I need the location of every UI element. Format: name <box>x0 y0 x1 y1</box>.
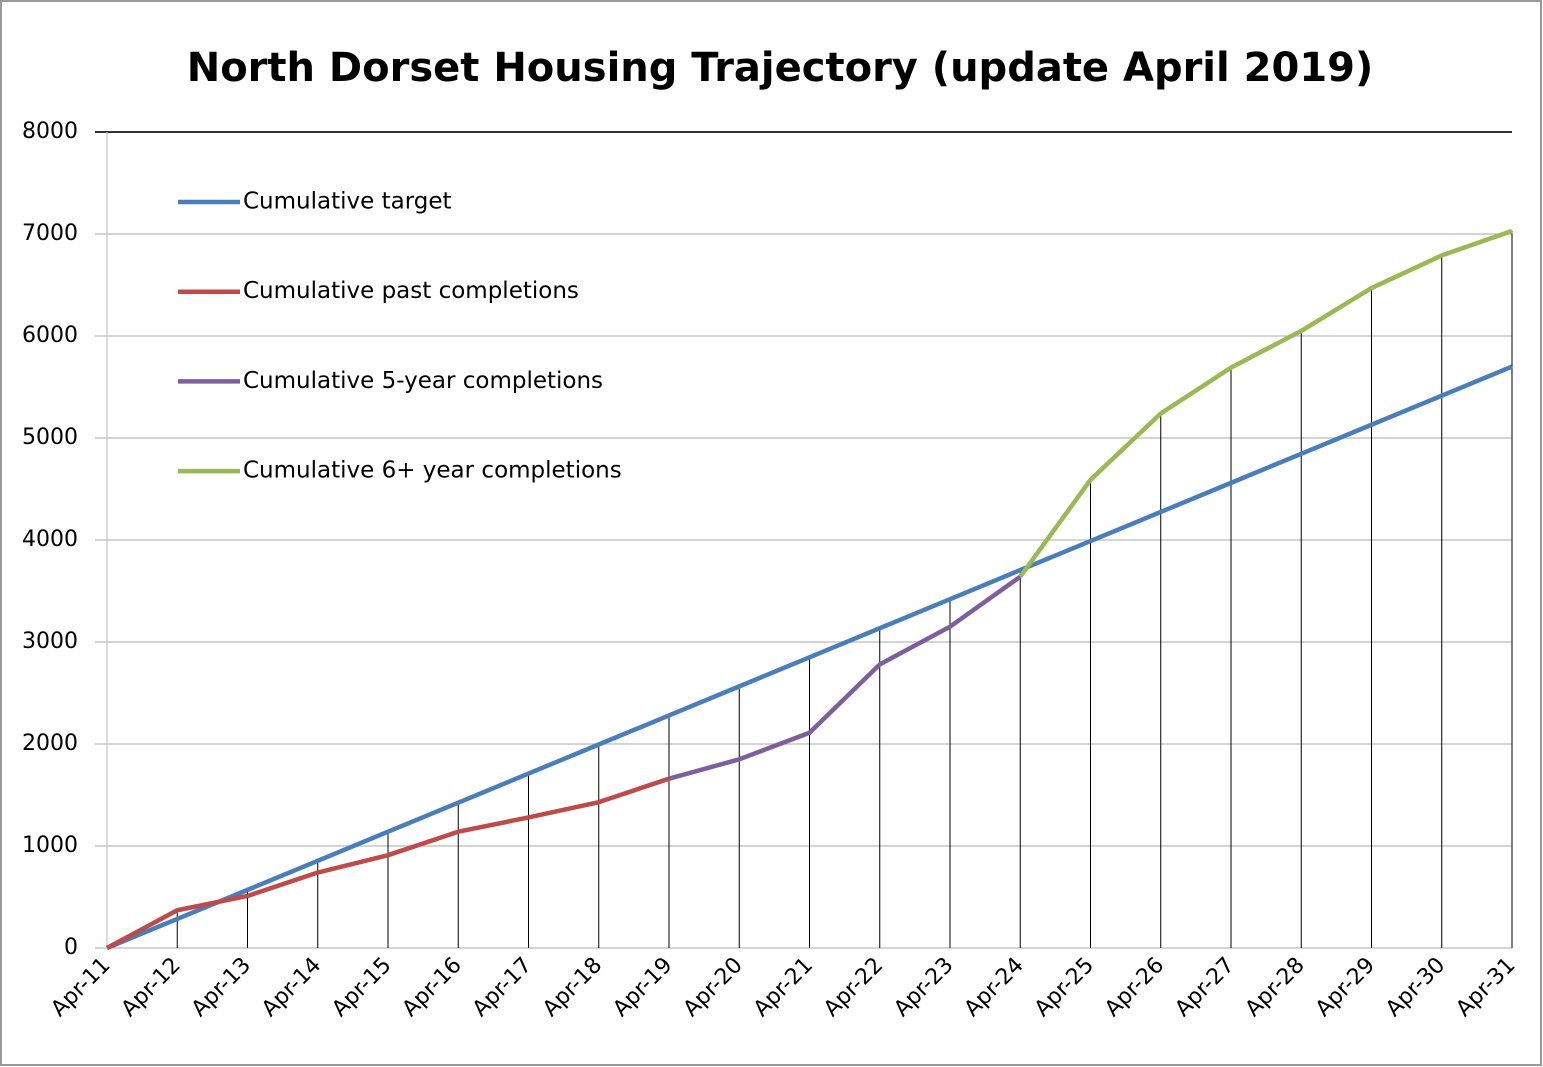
chart-title: North Dorset Housing Trajectory (update … <box>187 45 1374 91</box>
y-tick-label: 2000 <box>22 731 78 756</box>
y-tick-label: 7000 <box>22 221 78 246</box>
y-tick-label: 1000 <box>22 833 78 858</box>
legend-label: Cumulative 6+ year completions <box>243 458 622 484</box>
y-tick-label: 3000 <box>22 629 78 654</box>
series-line <box>1018 228 1513 579</box>
series-line <box>105 776 670 950</box>
series-line <box>106 364 1513 951</box>
y-tick-label: 0 <box>64 935 78 960</box>
legend-label: Cumulative target <box>243 189 452 215</box>
series-line <box>668 574 1022 781</box>
y-tick-label: 8000 <box>22 119 78 144</box>
legend-label: Cumulative past completions <box>243 278 579 304</box>
y-tick-label: 6000 <box>22 323 78 348</box>
legend-label: Cumulative 5-year completions <box>243 368 603 394</box>
y-tick-label: 5000 <box>22 425 78 450</box>
y-tick-label: 4000 <box>22 527 78 552</box>
